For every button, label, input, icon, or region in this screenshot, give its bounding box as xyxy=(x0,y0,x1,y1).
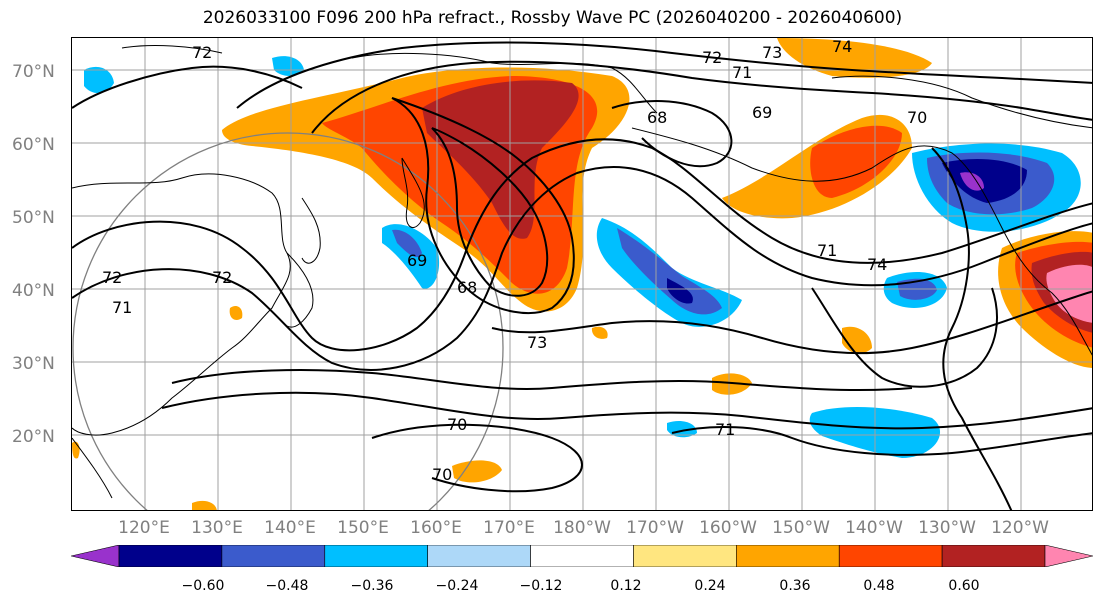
contour-label-group: 72 72 73 74 71 68 69 70 69 68 71 74 73 7… xyxy=(102,38,927,484)
map-svg: 72 72 73 74 71 68 69 70 69 68 71 74 73 7… xyxy=(72,38,1092,510)
map-panel: 72 72 73 74 71 68 69 70 69 68 71 74 73 7… xyxy=(71,37,1093,511)
colorbar-tick: 0.12 xyxy=(610,578,642,594)
shade-blue-nw2 xyxy=(272,56,304,76)
contour-label: 73 xyxy=(527,333,547,352)
lon-label-170e: 170°E xyxy=(483,518,535,538)
shade-darkred-north xyxy=(422,80,579,239)
colorbar-segment xyxy=(941,545,1046,567)
shade-blue-nw xyxy=(84,66,114,94)
shade-navy-band xyxy=(667,278,693,304)
contour-label: 73 xyxy=(762,43,782,62)
contour-label: 71 xyxy=(112,298,132,317)
colorbar-segment xyxy=(530,545,634,567)
lon-label-170w: 170°W xyxy=(626,518,684,538)
contour-label: 68 xyxy=(457,278,477,297)
contour-label: 70 xyxy=(907,108,927,127)
colorbar-tick: 0.60 xyxy=(948,578,980,594)
contour-label: 74 xyxy=(832,38,852,56)
shade-orange-mid2 xyxy=(712,373,752,395)
colorbar-segment xyxy=(838,545,943,567)
shade-orange-sm3 xyxy=(192,500,217,510)
colorbar-segment xyxy=(427,545,531,567)
colorbar-segment xyxy=(221,545,326,567)
shade-midblue-west xyxy=(392,229,422,258)
shade-orange-sm4 xyxy=(72,441,80,459)
shade-orange-top xyxy=(777,38,932,78)
lon-label-150w: 150°W xyxy=(772,518,830,538)
lon-label-120w: 120°W xyxy=(991,518,1049,538)
colorbar-extend-max xyxy=(1044,545,1093,567)
lon-label-180w: 180°W xyxy=(553,518,611,538)
contour-label: 72 xyxy=(192,43,212,62)
contour-label: 72 xyxy=(102,268,122,287)
shade-navy-goa xyxy=(942,158,1027,203)
lat-label-30n: 30°N xyxy=(12,354,55,374)
shade-pink-westus xyxy=(1046,264,1092,323)
lon-label-150e: 150°E xyxy=(337,518,389,538)
shade-midblue-band xyxy=(617,228,722,315)
colorbar-tick: 0.24 xyxy=(694,578,726,594)
contour-label: 71 xyxy=(732,63,752,82)
contour-label: 69 xyxy=(407,251,427,270)
shade-red-ne xyxy=(810,125,902,198)
lat-label-40n: 40°N xyxy=(12,281,55,301)
contour-label: 71 xyxy=(715,420,735,439)
contours xyxy=(72,41,1092,510)
shade-orange-sub xyxy=(452,460,502,483)
contour-label: 72 xyxy=(702,48,722,67)
map-title: 2026033100 F096 200 hPa refract., Rossby… xyxy=(202,8,903,28)
colorbar-segment xyxy=(633,545,737,567)
colorbar-tick: 0.48 xyxy=(863,578,895,594)
lon-label-160e: 160°E xyxy=(410,518,462,538)
coastlines xyxy=(72,45,1092,499)
lon-label-140w: 140°W xyxy=(845,518,903,538)
lon-label-160w: 160°W xyxy=(699,518,757,538)
colorbar-tick: −0.48 xyxy=(265,578,309,594)
contour-label: 68 xyxy=(647,108,667,127)
colorbar-tick: −0.12 xyxy=(519,578,563,594)
colorbar-tick: −0.36 xyxy=(350,578,394,594)
contour-label: 74 xyxy=(867,255,887,274)
colorbar-segment xyxy=(736,545,840,567)
shade-orange-sm2 xyxy=(591,326,608,339)
contour-label: 70 xyxy=(432,465,452,484)
lon-label-140e: 140°E xyxy=(264,518,316,538)
colorbar-segment xyxy=(324,545,428,567)
contour-label: 72 xyxy=(212,268,232,287)
colorbar xyxy=(71,545,1093,567)
contour-label: 70 xyxy=(447,415,467,434)
lon-label-130w: 130°W xyxy=(918,518,976,538)
colorbar-tick: −0.24 xyxy=(435,578,479,594)
lat-label-70n: 70°N xyxy=(12,62,55,82)
contour-label: 71 xyxy=(817,241,837,260)
shade-purple-goa xyxy=(960,172,984,191)
lon-label-120e: 120°E xyxy=(118,518,170,538)
lat-label-60n: 60°N xyxy=(12,135,55,155)
colorbar-tick: −0.60 xyxy=(181,578,225,594)
colorbar-tick: 0.36 xyxy=(779,578,811,594)
colorbar-segments xyxy=(71,545,1093,567)
contour-label: 69 xyxy=(752,103,772,122)
colorbar-extend-min xyxy=(71,545,120,567)
colorbar-segment xyxy=(118,545,223,567)
shade-orange-sm1 xyxy=(229,306,243,320)
lat-label-20n: 20°N xyxy=(12,427,55,447)
lat-label-50n: 50°N xyxy=(12,208,55,228)
great-circle-ring xyxy=(72,132,504,510)
lon-label-130e: 130°E xyxy=(191,518,243,538)
